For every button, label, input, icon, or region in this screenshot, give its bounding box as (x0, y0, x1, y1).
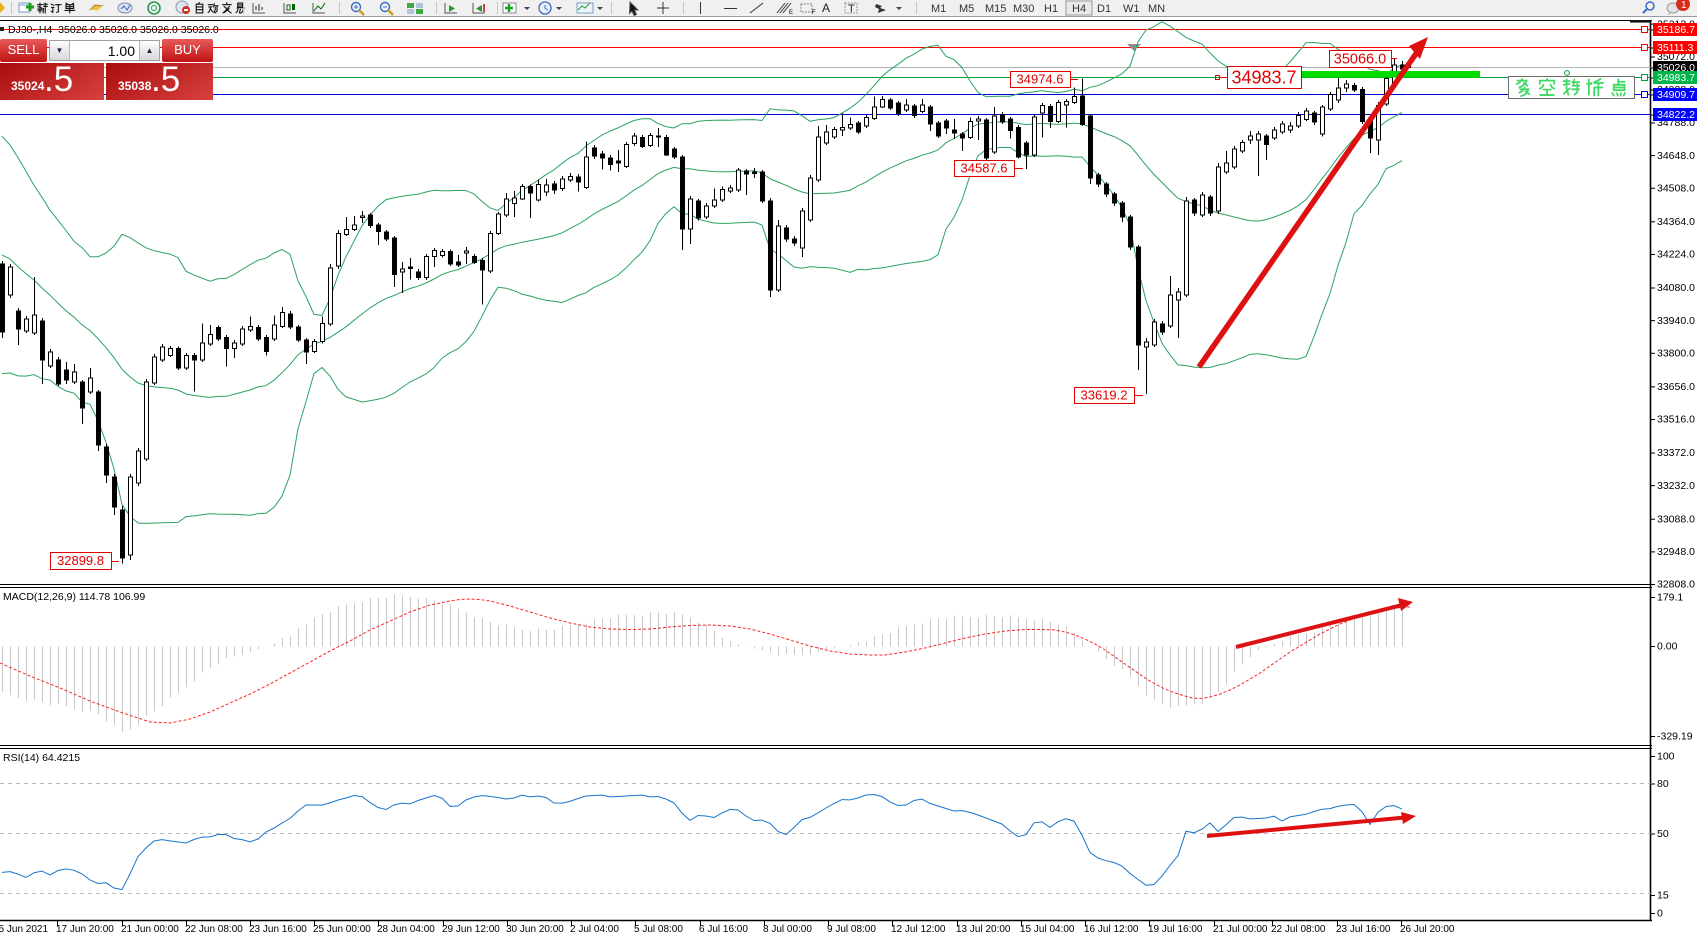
svg-text:15: 15 (1657, 890, 1669, 902)
svg-text:19 Jul 16:00: 19 Jul 16:00 (1148, 924, 1203, 935)
svg-text:35186.7: 35186.7 (1657, 24, 1695, 36)
svg-text:17 Jun 20:00: 17 Jun 20:00 (56, 924, 114, 935)
svg-text:5 Jul 08:00: 5 Jul 08:00 (634, 924, 683, 935)
svg-text:80: 80 (1657, 778, 1669, 790)
svg-text:34648.0: 34648.0 (1657, 150, 1695, 162)
svg-text:34909.7: 34909.7 (1657, 89, 1695, 101)
svg-text:33088.0: 33088.0 (1657, 513, 1695, 525)
svg-text:29 Jun 12:00: 29 Jun 12:00 (442, 924, 500, 935)
svg-text:T: T (848, 3, 855, 15)
svg-text:0.00: 0.00 (1657, 641, 1678, 653)
svg-text:35111.3: 35111.3 (1657, 42, 1694, 54)
svg-text:34508.0: 34508.0 (1657, 182, 1695, 194)
svg-text:28 Jun 04:00: 28 Jun 04:00 (377, 924, 435, 935)
svg-text:M1: M1 (931, 3, 946, 15)
svg-text:15 Jul 04:00: 15 Jul 04:00 (1020, 924, 1075, 935)
svg-text:W1: W1 (1123, 3, 1140, 15)
svg-text:35072.0: 35072.0 (1657, 51, 1695, 63)
svg-text:D1: D1 (1097, 3, 1111, 15)
svg-text:15 Jun 2021: 15 Jun 2021 (0, 924, 48, 935)
svg-text:0: 0 (1657, 908, 1663, 920)
svg-text:22 Jul 08:00: 22 Jul 08:00 (1271, 924, 1326, 935)
svg-text:12 Jul 12:00: 12 Jul 12:00 (891, 924, 946, 935)
svg-text:35066.0: 35066.0 (1334, 52, 1386, 68)
svg-text:33516.0: 33516.0 (1657, 414, 1695, 426)
svg-text:33372.0: 33372.0 (1657, 447, 1695, 459)
svg-text:M15: M15 (985, 3, 1006, 15)
svg-text:179.1: 179.1 (1657, 592, 1683, 604)
svg-text:A: A (822, 1, 830, 15)
svg-text:34822.2: 34822.2 (1657, 109, 1695, 121)
svg-text:33940.0: 33940.0 (1657, 315, 1695, 327)
svg-text:DJ30-,H4 35026.0 35026.0 3502: DJ30-,H4 35026.0 35026.0 35026.0 35026.0 (8, 24, 219, 36)
svg-text:H4: H4 (1072, 3, 1086, 15)
svg-text:MN: MN (1148, 3, 1165, 15)
svg-text:25 Jun 00:00: 25 Jun 00:00 (313, 924, 371, 935)
svg-text:23 Jun 16:00: 23 Jun 16:00 (249, 924, 307, 935)
svg-text:F: F (812, 10, 816, 16)
svg-text:34974.6: 34974.6 (1017, 72, 1064, 87)
svg-text:26 Jul 20:00: 26 Jul 20:00 (1400, 924, 1455, 935)
svg-text:-329.19: -329.19 (1657, 731, 1693, 743)
svg-text:RSI(14) 64.4215: RSI(14) 64.4215 (3, 752, 80, 764)
svg-text:MACD(12,26,9) 114.78 106.99: MACD(12,26,9) 114.78 106.99 (3, 591, 145, 603)
svg-text:34587.6: 34587.6 (961, 161, 1008, 176)
svg-text:M30: M30 (1013, 3, 1034, 15)
svg-text:21 Jun 00:00: 21 Jun 00:00 (121, 924, 179, 935)
svg-text:H1: H1 (1044, 3, 1058, 15)
svg-text:34224.0: 34224.0 (1657, 249, 1695, 261)
svg-text:8 Jul 00:00: 8 Jul 00:00 (763, 924, 812, 935)
svg-text:33619.2: 33619.2 (1081, 388, 1128, 403)
svg-text:100: 100 (1657, 751, 1675, 763)
svg-text:34364.0: 34364.0 (1657, 216, 1695, 228)
svg-text:34080.0: 34080.0 (1657, 282, 1695, 294)
svg-text:16 Jul 12:00: 16 Jul 12:00 (1084, 924, 1139, 935)
svg-text:1: 1 (1681, 0, 1687, 11)
svg-text:21 Jul 00:00: 21 Jul 00:00 (1213, 924, 1268, 935)
svg-text:6 Jul 16:00: 6 Jul 16:00 (699, 924, 748, 935)
svg-text:23 Jul 16:00: 23 Jul 16:00 (1336, 924, 1391, 935)
svg-text:30 Jun 20:00: 30 Jun 20:00 (506, 924, 564, 935)
svg-text:2 Jul 04:00: 2 Jul 04:00 (570, 924, 619, 935)
svg-text:E: E (789, 10, 793, 16)
svg-text:22 Jun 08:00: 22 Jun 08:00 (185, 924, 243, 935)
svg-text:9 Jul 08:00: 9 Jul 08:00 (827, 924, 876, 935)
svg-text:32808.0: 32808.0 (1657, 579, 1695, 591)
svg-text:33656.0: 33656.0 (1657, 381, 1695, 393)
svg-text:32899.8: 32899.8 (57, 553, 104, 568)
svg-text:M5: M5 (959, 3, 974, 15)
svg-text:34983.7: 34983.7 (1231, 67, 1296, 87)
svg-text:33232.0: 33232.0 (1657, 480, 1695, 492)
svg-text:13 Jul 20:00: 13 Jul 20:00 (956, 924, 1011, 935)
svg-text:50: 50 (1657, 828, 1669, 840)
svg-text:32948.0: 32948.0 (1657, 546, 1695, 558)
svg-text:33800.0: 33800.0 (1657, 347, 1695, 359)
svg-text:34983.7: 34983.7 (1657, 72, 1695, 84)
